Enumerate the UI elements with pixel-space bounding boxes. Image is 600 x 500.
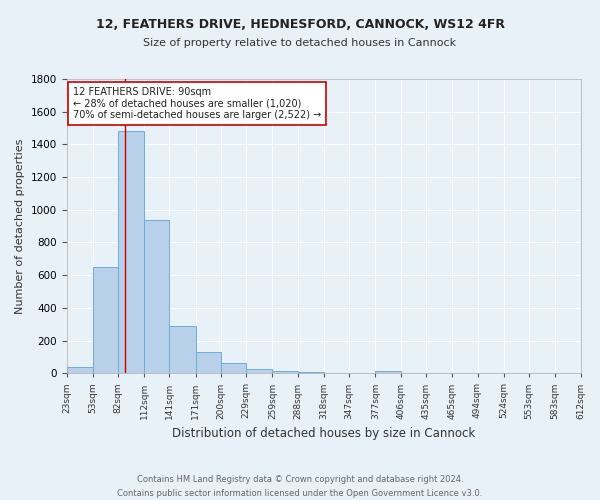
Bar xyxy=(118,132,144,374)
Bar xyxy=(67,366,93,374)
X-axis label: Distribution of detached houses by size in Cannock: Distribution of detached houses by size … xyxy=(172,427,475,440)
Bar xyxy=(221,362,246,374)
Bar xyxy=(376,371,401,374)
Bar xyxy=(169,326,196,374)
Text: 12 FEATHERS DRIVE: 90sqm
← 28% of detached houses are smaller (1,020)
70% of sem: 12 FEATHERS DRIVE: 90sqm ← 28% of detach… xyxy=(73,87,321,120)
Text: 12, FEATHERS DRIVE, HEDNESFORD, CANNOCK, WS12 4FR: 12, FEATHERS DRIVE, HEDNESFORD, CANNOCK,… xyxy=(95,18,505,30)
Bar xyxy=(246,369,272,374)
Text: Size of property relative to detached houses in Cannock: Size of property relative to detached ho… xyxy=(143,38,457,48)
Bar xyxy=(298,372,324,374)
Bar xyxy=(196,352,221,374)
Bar xyxy=(93,267,118,374)
Bar xyxy=(144,220,169,374)
Bar xyxy=(272,372,298,374)
Text: Contains HM Land Registry data © Crown copyright and database right 2024.
Contai: Contains HM Land Registry data © Crown c… xyxy=(118,476,482,498)
Y-axis label: Number of detached properties: Number of detached properties xyxy=(15,138,25,314)
